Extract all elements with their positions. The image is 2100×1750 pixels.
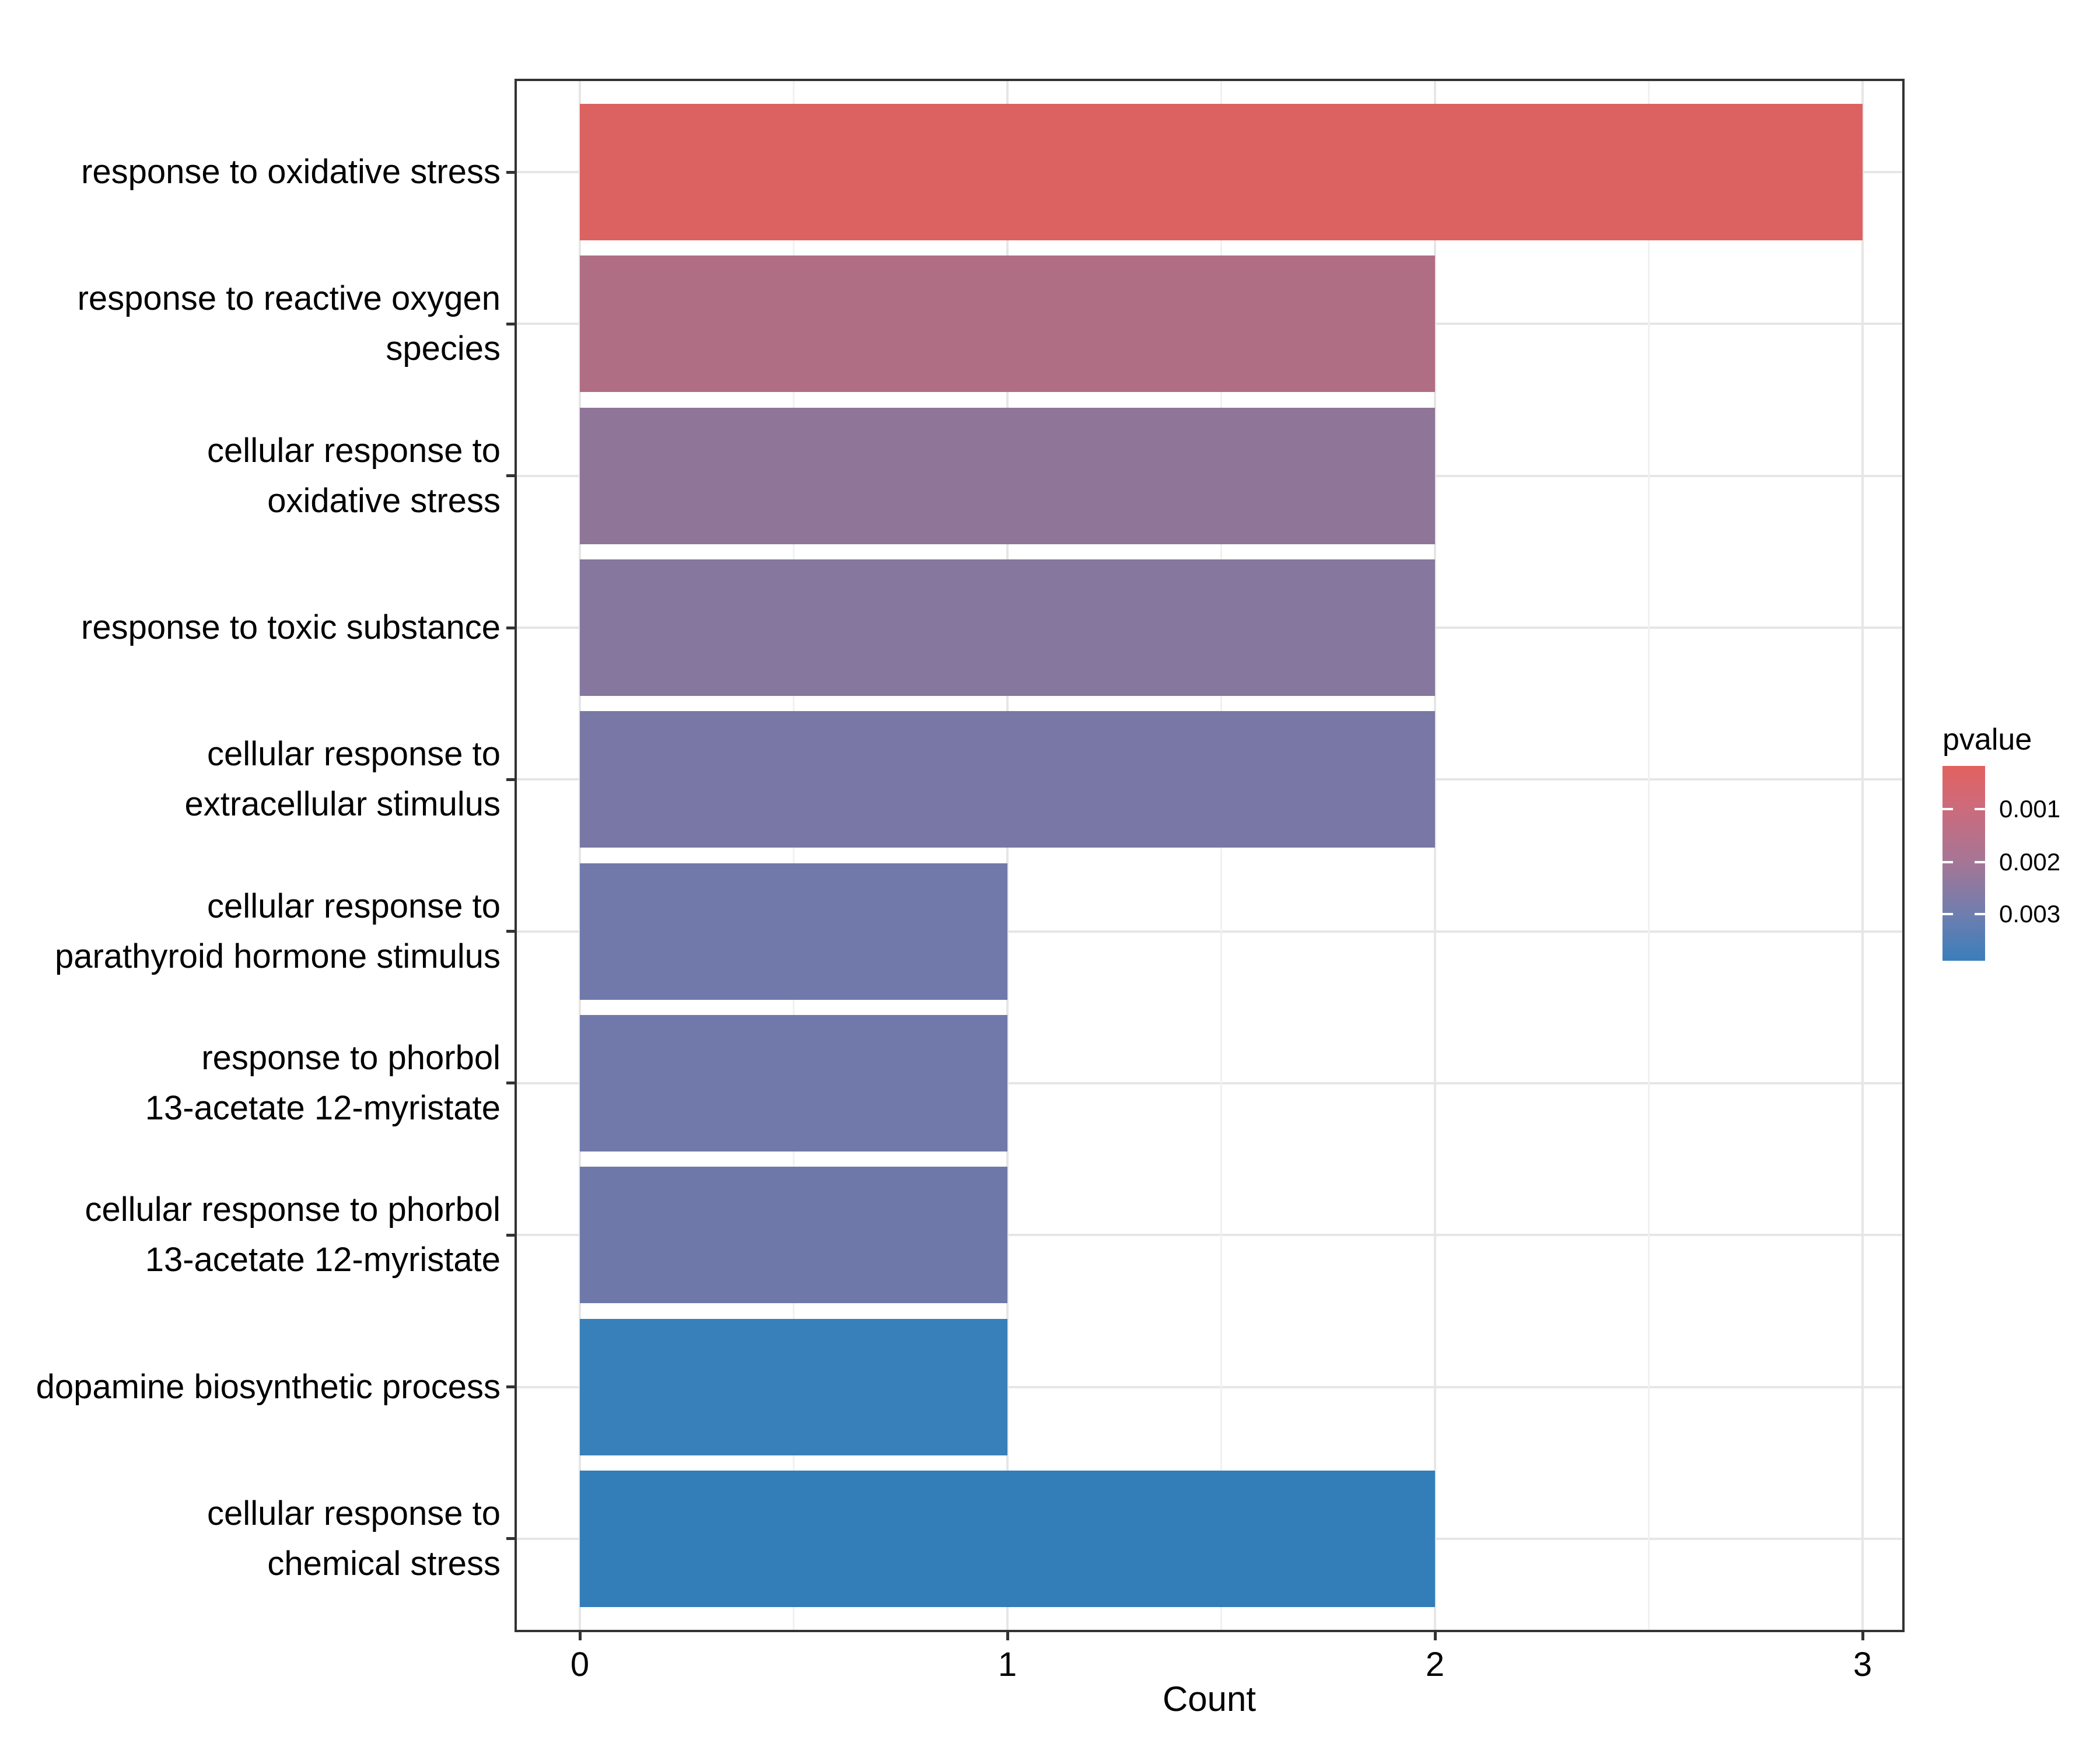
bar (580, 1167, 1007, 1304)
y-axis-tick (506, 1082, 514, 1085)
y-axis-label: cellular response to chemical stress (207, 1494, 501, 1583)
gridline-y-major (517, 1234, 1902, 1237)
bar (580, 863, 1007, 1000)
gridline-x-major (1861, 81, 1864, 1630)
bar (580, 256, 1435, 393)
y-axis-tick (506, 1233, 514, 1237)
gridline-x-major (1434, 81, 1436, 1630)
legend-title: pvalue (1943, 723, 2032, 757)
y-axis-label: response to phorbol 13-acetate 12-myrist… (145, 1038, 501, 1127)
colorbar-tick (1943, 912, 1953, 915)
x-axis-tick-label: 3 (1853, 1646, 1873, 1684)
x-axis-tick-label: 1 (998, 1646, 1017, 1684)
y-axis-label: response to oxidative stress (81, 153, 501, 191)
x-axis-tick (578, 1632, 582, 1640)
y-axis-tick (506, 1537, 514, 1541)
gridline-y-major (517, 930, 1902, 933)
colorbar-gradient (1943, 766, 1985, 961)
colorbar-tick (1943, 860, 1953, 863)
y-axis-label: response to reactive oxygen species (77, 279, 501, 368)
bar (580, 711, 1435, 848)
y-axis-label: cellular response to phorbol 13-acetate … (85, 1191, 501, 1279)
colorbar-tick-label: 0.002 (1999, 848, 2061, 876)
x-axis-title: Count (1162, 1679, 1256, 1718)
y-axis-tick (506, 778, 514, 781)
y-axis-tick (506, 474, 514, 478)
gridline-y-major (517, 1385, 1902, 1388)
bar (580, 104, 1863, 241)
x-axis-tick (1861, 1632, 1864, 1640)
y-axis-tick (506, 626, 514, 629)
bar (580, 1318, 1007, 1455)
colorbar-tick (1943, 808, 1953, 811)
y-axis-label: cellular response to parathyroid hormone… (54, 887, 501, 975)
bar (580, 1470, 1435, 1607)
bar (580, 1014, 1007, 1152)
gridline-x-minor (793, 81, 794, 1630)
colorbar-tick (1975, 912, 1985, 915)
y-axis-tick (506, 170, 514, 174)
y-axis-label: response to toxic substance (81, 608, 501, 647)
gridline-x-minor (1220, 81, 1222, 1630)
y-axis-label: dopamine biosynthetic process (36, 1367, 501, 1406)
x-axis-tick-label: 2 (1425, 1646, 1445, 1684)
gridline-x-major (579, 81, 581, 1630)
colorbar-tick-label: 0.001 (1999, 795, 2061, 823)
gridline-x-major (1006, 81, 1009, 1630)
y-axis-label: cellular response to oxidative stress (207, 431, 501, 520)
y-axis-label: cellular response to extracellular stimu… (184, 735, 501, 824)
x-axis-tick (1006, 1632, 1009, 1640)
y-axis-tick (506, 930, 514, 933)
gridline-y-major (517, 1082, 1902, 1084)
y-axis-tick (506, 1385, 514, 1389)
bar (580, 559, 1435, 696)
plot-panel (514, 79, 1905, 1632)
x-axis-tick-label: 0 (570, 1646, 590, 1684)
legend: pvalue 0.001 0.002 0.003 (1943, 722, 2100, 1014)
bar (580, 407, 1435, 544)
x-axis-tick (1433, 1632, 1437, 1640)
gridline-x-minor (1648, 81, 1650, 1630)
colorbar-tick (1975, 808, 1985, 811)
colorbar-tick (1975, 860, 1985, 863)
y-axis-tick (506, 322, 514, 326)
colorbar-tick-label: 0.003 (1999, 900, 2061, 928)
